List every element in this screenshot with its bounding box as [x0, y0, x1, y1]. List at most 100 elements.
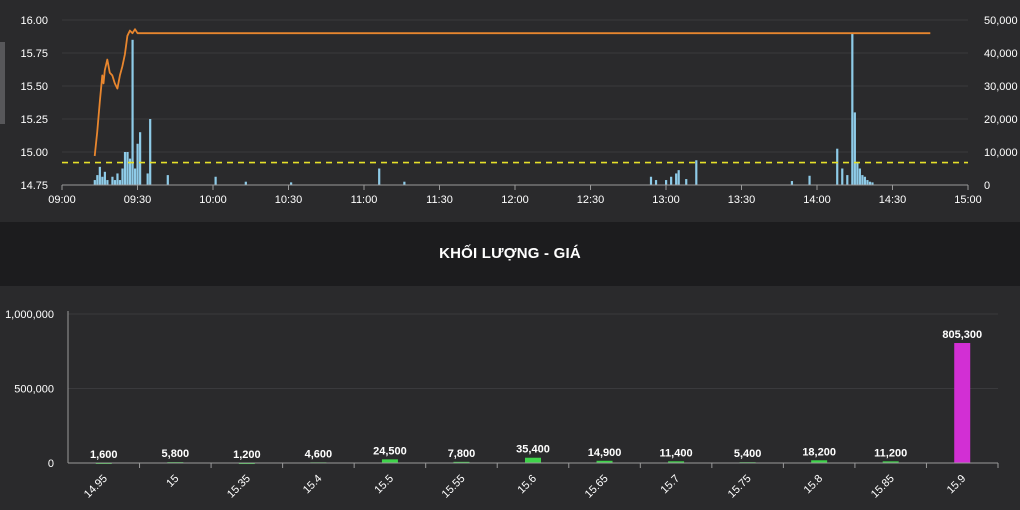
bar-value-label: 14,900 — [588, 447, 622, 459]
volume-bar — [101, 176, 104, 185]
volume-bar — [851, 33, 854, 186]
volume-bar — [133, 168, 137, 185]
volume-bar — [106, 180, 109, 185]
volume-bar — [856, 161, 859, 185]
x-tick-label: 13:00 — [652, 194, 680, 206]
y-right-tick-label: 50,000 — [984, 15, 1018, 27]
bar-value-label: 5,400 — [734, 448, 762, 460]
volume-bar — [670, 176, 673, 185]
bar-value-label: 1,600 — [90, 449, 118, 461]
y-right-tick-label: 30,000 — [984, 81, 1018, 93]
volume-bar — [128, 158, 132, 185]
volume-bar — [866, 180, 869, 185]
volume-bar — [136, 143, 139, 185]
volume-bar — [677, 170, 680, 185]
x-tick-label: 10:00 — [199, 194, 227, 206]
bar-value-label: 1,200 — [233, 449, 261, 461]
x-tick-label: 09:00 — [48, 194, 76, 206]
panel-edge-tab[interactable] — [0, 42, 5, 124]
volume-bar — [146, 173, 149, 185]
volume-bar — [113, 180, 117, 185]
volume-bar — [858, 168, 861, 185]
x-tick-label: 11:00 — [351, 194, 378, 206]
y-right-tick-label: 20,000 — [984, 114, 1018, 126]
volume-bar — [841, 168, 844, 185]
x-tick-label: 14:00 — [803, 194, 831, 206]
price-volume-bar — [596, 460, 613, 463]
x-tick-label: 14:30 — [879, 194, 907, 206]
volume-bar — [121, 168, 124, 185]
x-tick-label: 15.35 — [225, 473, 253, 501]
volume-bar — [861, 175, 864, 185]
bar-value-label: 4,600 — [305, 448, 333, 460]
bar-value-label: 35,400 — [516, 444, 550, 456]
volume-price-bars: 1,600 5,800 1,200 4,600 24,500 7,800 35,400 14,… — [90, 329, 982, 465]
x-tick-label: 15.75 — [726, 473, 754, 501]
volume-bar — [675, 173, 678, 185]
intraday-price-volume-chart: 14.75 15.00 15.25 15.50 15.75 16.00 0 10,000 20,… — [20, 15, 1017, 206]
y-tick-label: 500,000 — [14, 384, 54, 396]
volume-bar — [853, 112, 856, 185]
y-tick-label: 0 — [48, 458, 54, 470]
price-volume-bar — [453, 461, 470, 464]
x-tick-label: 15.5 — [372, 473, 396, 497]
price-series-line — [93, 28, 931, 157]
volume-bar — [98, 166, 101, 185]
price-volume-bar — [882, 461, 899, 463]
y-left-tick-label: 15.00 — [20, 147, 48, 159]
section-title: KHỐI LƯỢNG - GIÁ — [439, 245, 581, 262]
volume-by-price-chart: 1,600 5,800 1,200 4,600 24,500 7,800 35,400 14,… — [5, 309, 999, 501]
x-tick-label: 11:30 — [426, 194, 453, 206]
volume-bar — [871, 182, 874, 185]
y-tick-label: 1,000,000 — [5, 309, 54, 321]
intraday-axes: 14.75 15.00 15.25 15.50 15.75 16.00 0 10,000 20,… — [20, 15, 1017, 206]
x-tick-label: 15.8 — [802, 473, 826, 497]
x-tick-label: 15.9 — [945, 473, 969, 497]
price-volume-bar — [811, 460, 828, 463]
volume-bar — [111, 176, 114, 185]
volume-bar — [131, 39, 134, 185]
volume-bar — [126, 152, 129, 185]
x-tick-label: 15.4 — [301, 473, 325, 497]
y-right-tick-label: 0 — [984, 180, 990, 192]
volume-bar — [654, 180, 658, 185]
x-tick-label: 15 — [164, 473, 181, 490]
volume-bar — [149, 119, 152, 185]
x-tick-label: 09:30 — [124, 194, 152, 206]
volume-bar — [214, 176, 217, 185]
x-tick-label: 13:30 — [728, 194, 756, 206]
x-tick-label: 15.6 — [515, 473, 539, 497]
bar-value-label: 5,800 — [162, 448, 190, 460]
bar-value-label: 11,400 — [660, 447, 693, 459]
volume-bar — [93, 180, 96, 185]
y-left-tick-label: 15.25 — [20, 114, 48, 126]
x-tick-label: 10:30 — [275, 194, 303, 206]
bar-value-label: 805,300 — [942, 329, 982, 341]
x-tick-label: 15:00 — [954, 194, 982, 206]
volume-bar — [868, 181, 872, 185]
x-tick-label: 15.65 — [583, 473, 611, 501]
volume-bar — [139, 132, 142, 185]
bar-value-label: 24,500 — [373, 445, 407, 457]
x-tick-label: 14.95 — [82, 473, 110, 501]
volume-price-grid — [68, 313, 998, 389]
volume-bar — [649, 176, 653, 185]
volume-bar — [846, 175, 849, 185]
x-tick-label: 12:30 — [577, 194, 605, 206]
price-volume-bar — [668, 461, 685, 463]
x-tick-label: 15.55 — [440, 473, 468, 501]
volume-bar — [166, 175, 169, 185]
volume-price-axes: 0 500,000 1,000,000 14.95 15 15.35 15.4 15.5 15.… — [5, 309, 999, 501]
x-tick-label: 12:00 — [501, 194, 529, 206]
volume-bar — [103, 171, 106, 185]
intraday-volume-bars — [93, 33, 874, 186]
volume-bar — [695, 160, 698, 185]
volume-bar — [790, 181, 794, 185]
price-volume-bar — [525, 457, 541, 463]
y-left-tick-label: 15.50 — [20, 81, 48, 93]
y-left-tick-label: 14.75 — [20, 180, 48, 192]
y-right-tick-label: 10,000 — [984, 147, 1018, 159]
x-tick-label: 15.85 — [869, 473, 897, 501]
volume-bar — [378, 168, 381, 185]
